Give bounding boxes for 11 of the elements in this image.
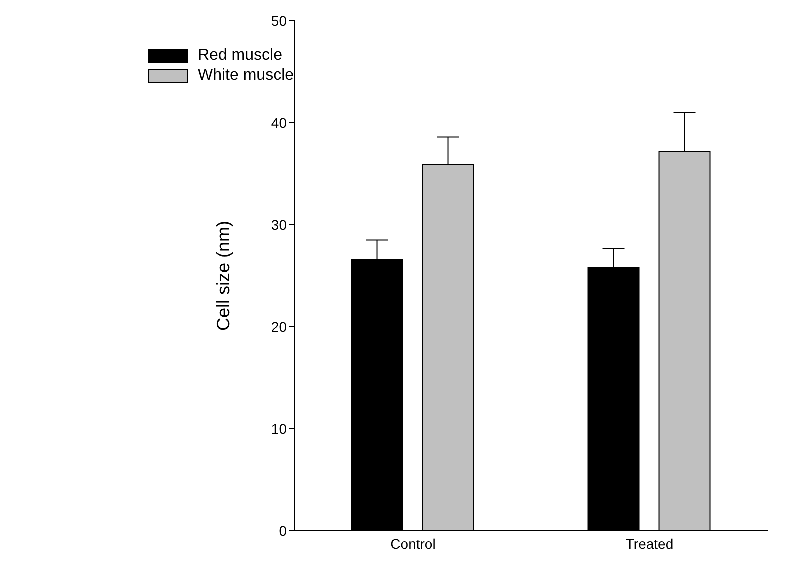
y-tick-label: 30: [271, 216, 288, 233]
y-tick-label: 10: [271, 420, 288, 437]
y-tick-label: 50: [271, 12, 288, 29]
legend-label: White muscle: [198, 66, 294, 86]
y-tick-label: 20: [271, 318, 288, 335]
legend-label: Red muscle: [198, 46, 282, 66]
x-tick-label: Control: [390, 536, 436, 552]
x-tick-label: Treated: [626, 536, 674, 552]
y-axis-title: Cell size (nm): [213, 220, 234, 332]
y-tick-label: 0: [279, 522, 288, 539]
y-tick-label: 40: [271, 114, 288, 131]
